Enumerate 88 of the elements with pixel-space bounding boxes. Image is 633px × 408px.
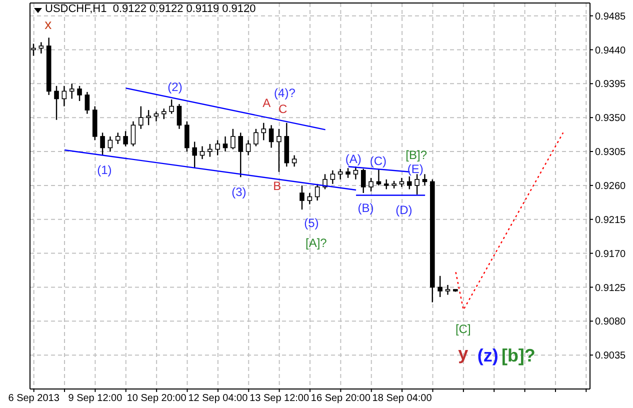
candlestick <box>215 140 220 156</box>
annotation: (5) <box>304 216 319 230</box>
candlestick <box>54 85 59 120</box>
candlestick <box>368 177 374 192</box>
candlestick <box>261 122 266 141</box>
candlestick <box>115 132 120 145</box>
annotation: (1) <box>97 163 112 177</box>
candlestick <box>230 128 236 150</box>
y-tick-label: 0.9440 <box>595 45 626 56</box>
y-tick-label: 0.9125 <box>595 282 626 294</box>
candlestick <box>384 178 389 190</box>
annotation: C <box>278 102 288 116</box>
annotation: (B) <box>358 201 374 215</box>
annotation: (E) <box>407 162 424 176</box>
y-tick-label: 0.9260 <box>595 180 626 192</box>
candlestick <box>246 140 251 156</box>
annotation: B <box>273 179 282 193</box>
candlestick <box>422 174 428 186</box>
x-tick-label: 16 Sep 20:00 <box>310 393 371 404</box>
annotation: [A]? <box>306 236 327 250</box>
candlestick <box>38 42 44 54</box>
x-tick-label: 13 Sep 12:00 <box>250 393 310 404</box>
candlestick <box>338 168 343 180</box>
y-tick-label: 0.9170 <box>595 248 626 260</box>
annotation: (4)? <box>274 86 296 100</box>
candlestick <box>445 284 450 296</box>
candlestick <box>276 128 282 172</box>
annotation: (A) <box>345 152 362 166</box>
candlestick <box>238 132 244 178</box>
candlestick <box>184 120 190 152</box>
candlestick <box>162 108 166 120</box>
x-tick-label: 18 Sep 04:00 <box>372 393 432 404</box>
candlestick <box>376 169 382 186</box>
candlestick <box>77 85 82 102</box>
annotation: (3) <box>232 185 246 199</box>
candlestick <box>154 110 159 122</box>
candlestick <box>406 176 412 190</box>
annotation: x <box>44 16 52 32</box>
candlestick <box>123 130 128 147</box>
candlestick <box>108 136 113 152</box>
candlestick <box>222 136 228 152</box>
candlestick <box>292 154 297 168</box>
x-tick-label: 10 Sep 20:00 <box>126 393 187 404</box>
y-tick-label: 0.9215 <box>595 214 626 226</box>
candlestick <box>208 143 212 158</box>
candlestick <box>176 103 182 130</box>
candlestick <box>414 174 420 196</box>
candlestick <box>307 192 312 205</box>
annotation: (C) <box>370 154 387 168</box>
y-tick-label: 0.9485 <box>595 11 626 22</box>
candlestick <box>192 141 197 169</box>
candlestick <box>330 170 336 185</box>
x-tick-label: 12 Sep 04:00 <box>188 393 248 404</box>
candlestick <box>360 168 366 194</box>
annotation: [b]? <box>501 346 536 366</box>
candlestick <box>200 146 205 160</box>
candlestick <box>314 183 320 202</box>
annotation: (z) <box>477 346 498 366</box>
annotation: [C] <box>455 322 471 336</box>
y-tick-label: 0.9350 <box>595 113 626 124</box>
annotation: (D) <box>396 203 412 217</box>
candlestick <box>84 91 90 114</box>
candlestick <box>100 132 105 156</box>
candlestick <box>62 85 67 107</box>
candlestick <box>346 168 350 179</box>
candlestick <box>146 109 151 126</box>
candlestick <box>138 106 144 130</box>
annotation: A <box>262 96 271 110</box>
x-tick-label: 6 Sep 2013 <box>8 393 60 404</box>
candlestick <box>438 275 442 298</box>
chart-title: USDCHF,H1 0.9122 0.9122 0.9119 0.9120 <box>45 3 256 15</box>
candlestick <box>130 120 136 147</box>
candlestick <box>353 166 358 180</box>
candlestick <box>322 174 328 190</box>
x-tick-label: 9 Sep 12:00 <box>68 393 123 404</box>
annotation: (2) <box>168 80 182 94</box>
candlestick <box>268 124 274 148</box>
annotation: [B]? <box>406 148 428 162</box>
annotation: y <box>458 344 468 364</box>
candlestick <box>254 128 258 147</box>
candlestick <box>399 177 404 188</box>
candlestick <box>300 184 304 210</box>
candlestick <box>169 98 174 114</box>
y-tick-label: 0.9080 <box>595 316 626 328</box>
y-tick-label: 0.9305 <box>595 147 626 158</box>
candlestick <box>69 83 74 100</box>
y-tick-label: 0.9035 <box>595 350 626 362</box>
y-tick-label: 0.9395 <box>595 79 626 90</box>
